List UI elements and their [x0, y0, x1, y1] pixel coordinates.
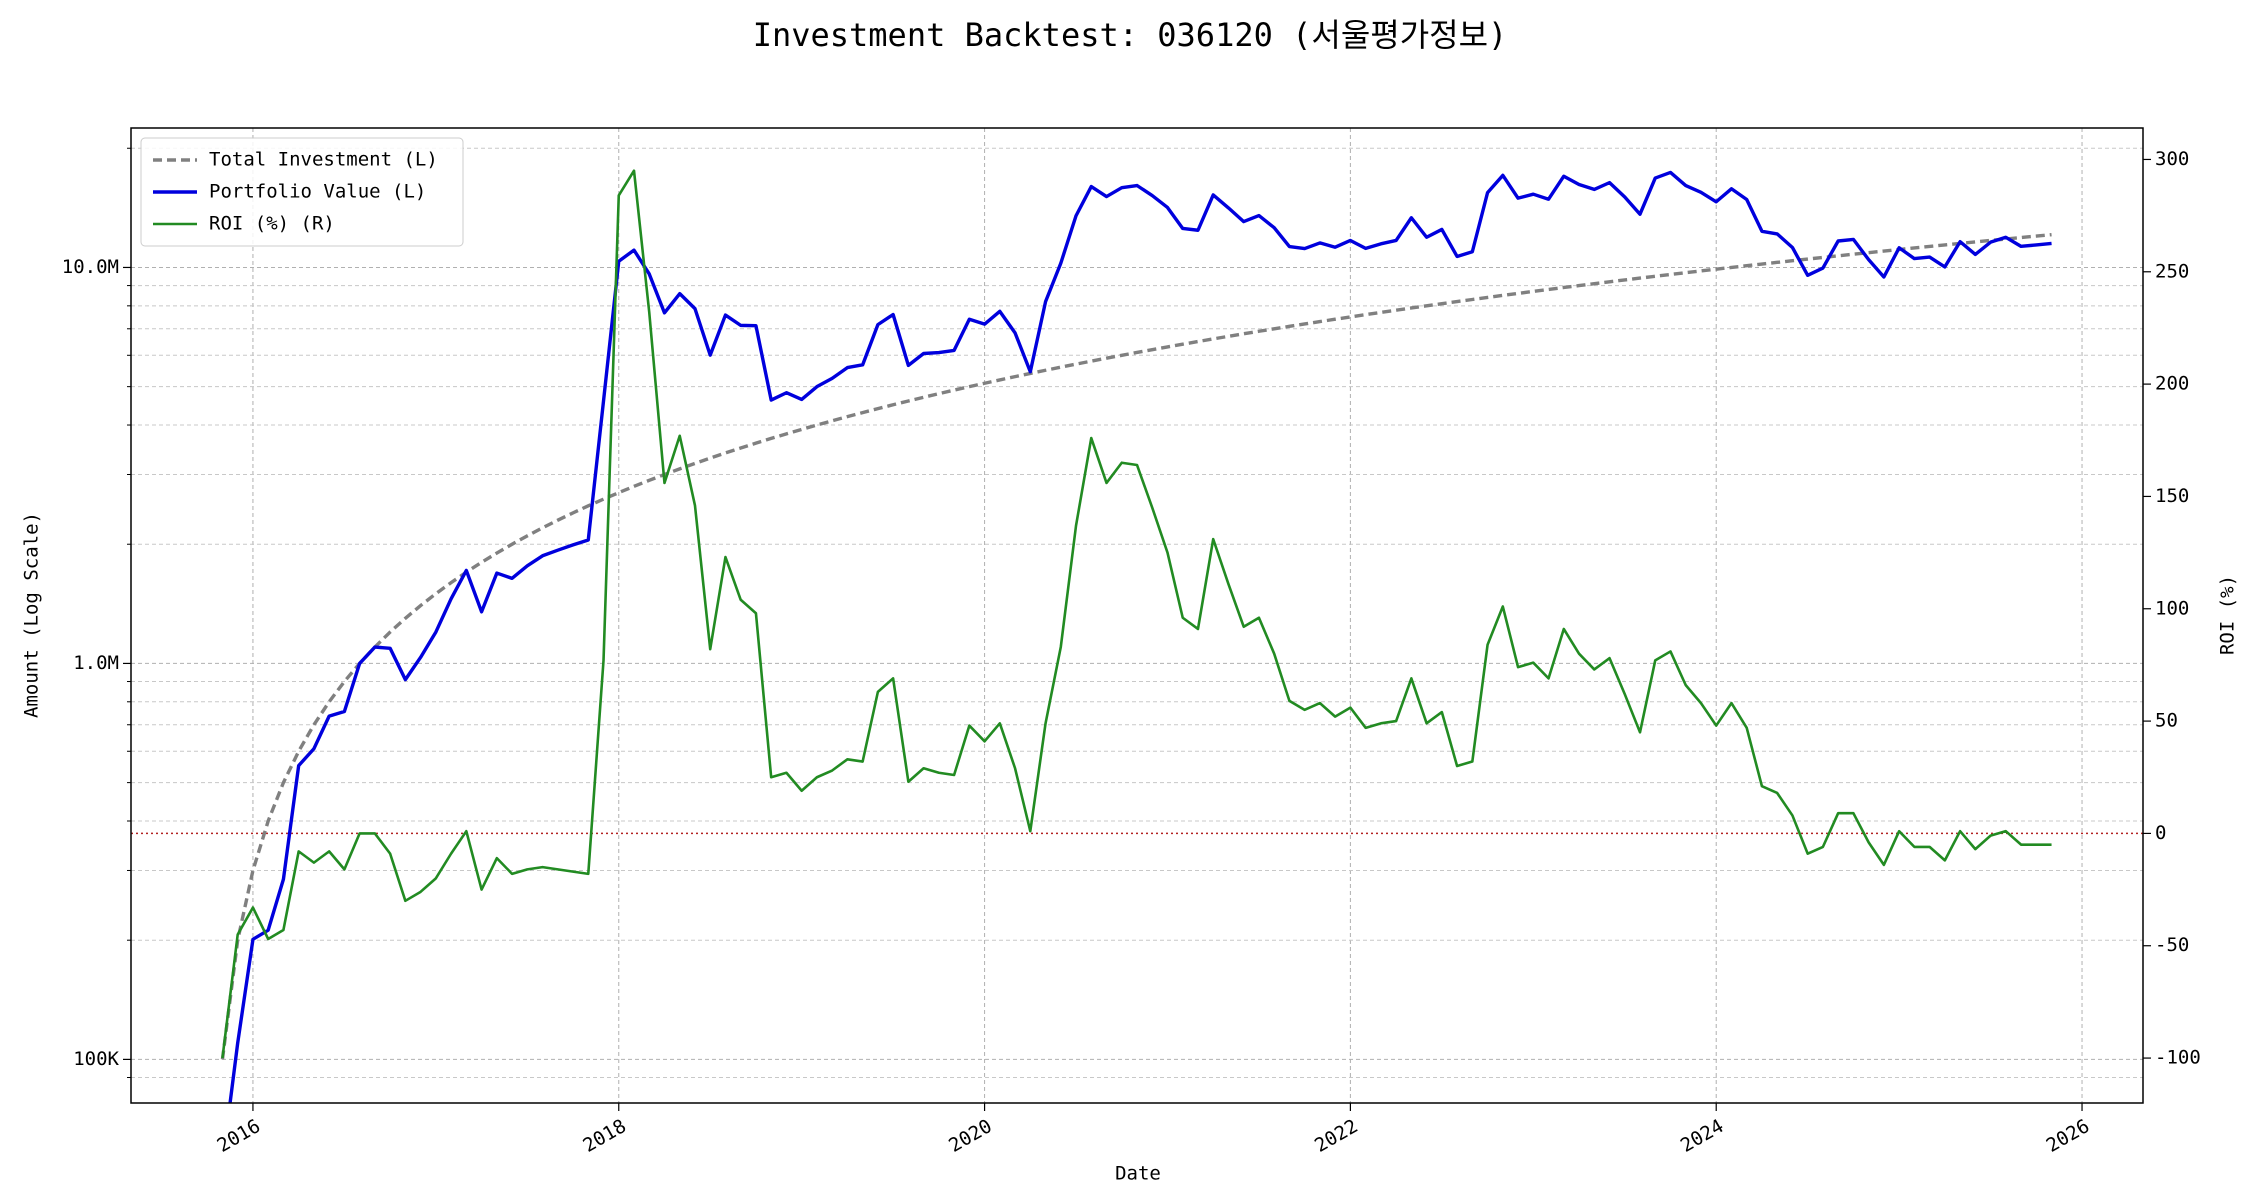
y2-tick-label: 250	[2155, 260, 2189, 282]
y2-tick-label: 100	[2155, 597, 2189, 619]
y2-tick-label: 200	[2155, 373, 2189, 395]
chart-title: Investment Backtest: 036120 (서울평가정보)	[753, 16, 1508, 54]
y2-tick-label: 50	[2155, 710, 2178, 732]
y2-tick-label: 300	[2155, 148, 2189, 170]
legend-label: ROI (%) (R)	[209, 213, 335, 235]
series-line	[228, 170, 2052, 1103]
y-tick-label: 10.0M	[62, 256, 119, 278]
y2-tick-label: -100	[2155, 1047, 2201, 1069]
y2-axis-label: ROI (%)	[2217, 575, 2239, 655]
y-axis-label: Amount (Log Scale)	[21, 512, 43, 718]
x-axis-label: Date	[1115, 1163, 1161, 1185]
plot-frame	[130, 127, 2144, 1104]
legend-label: Portfolio Value (L)	[209, 181, 426, 203]
grid	[131, 128, 2143, 1103]
y-tick-label: 100K	[73, 1048, 119, 1070]
plot-area	[131, 169, 2143, 1103]
y2-tick-label: -50	[2155, 934, 2189, 956]
y-tick-label: 1.0M	[73, 652, 119, 674]
series-line	[221, 169, 2052, 1059]
series-line	[220, 232, 2052, 1060]
legend: Total Investment (L) Portfolio Value (L) R…	[140, 137, 464, 247]
legend-label: Total Investment (L)	[209, 149, 438, 171]
y2-tick-label: 150	[2155, 485, 2189, 507]
legend-box	[140, 137, 464, 247]
y2-tick-label: 0	[2155, 822, 2166, 844]
